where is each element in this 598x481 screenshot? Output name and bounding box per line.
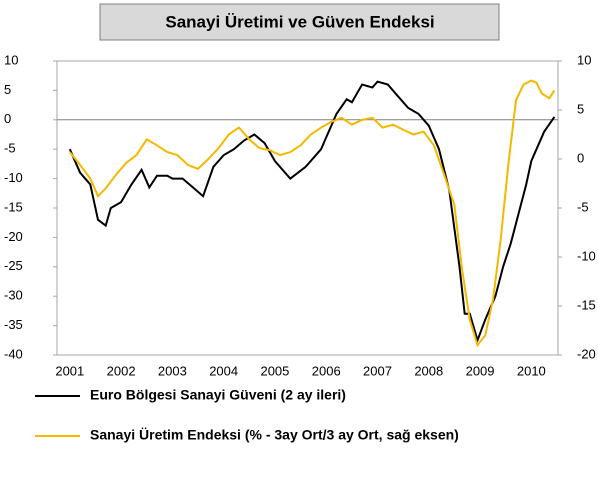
- y2-tick-label: 5: [577, 101, 584, 116]
- y-tick-label: -40: [4, 346, 23, 361]
- x-tick-label: 2009: [466, 363, 495, 378]
- plot-frame: [56, 60, 559, 356]
- x-tick-label: 2004: [209, 363, 238, 378]
- legend-label: Sanayi Üretim Endeksi (% - 3ay Ort/3 ay …: [90, 427, 459, 443]
- x-tick-label: 2001: [55, 363, 84, 378]
- series-line: [68, 80, 556, 344]
- y2-tick-label: -15: [577, 297, 596, 312]
- y-tick-label: -35: [4, 317, 23, 332]
- chart-title: Sanayi Üretimi ve Güven Endeksi: [165, 12, 434, 31]
- x-tick-label: 2006: [312, 363, 341, 378]
- y-tick-label: 5: [4, 82, 11, 97]
- x-tick-label: 2010: [517, 363, 546, 378]
- y-tick-label: 10: [4, 52, 18, 67]
- y2-tick-label: -5: [577, 199, 589, 214]
- x-tick-label: 2008: [414, 363, 443, 378]
- y-tick-label: -10: [4, 170, 23, 185]
- title-box: [99, 3, 500, 41]
- y2-tick-label: -10: [577, 248, 596, 263]
- y2-tick-label: 10: [577, 52, 591, 67]
- y-tick-label: -25: [4, 258, 23, 273]
- y-tick-label: 0: [4, 111, 11, 126]
- x-tick-label: 2005: [260, 363, 289, 378]
- y-tick-label: -15: [4, 199, 23, 214]
- y-tick-label: -30: [4, 288, 23, 303]
- y2-tick-label: -20: [577, 346, 596, 361]
- series-line: [69, 79, 556, 348]
- x-tick-label: 2007: [363, 363, 392, 378]
- y2-tick-label: 0: [577, 150, 584, 165]
- y-tick-label: -20: [4, 229, 23, 244]
- y-tick-label: -5: [4, 141, 16, 156]
- legend-label: Euro Bölgesi Sanayi Güveni (2 ay ileri): [90, 387, 346, 403]
- x-tick-label: 2002: [107, 363, 136, 378]
- x-tick-label: 2003: [158, 363, 187, 378]
